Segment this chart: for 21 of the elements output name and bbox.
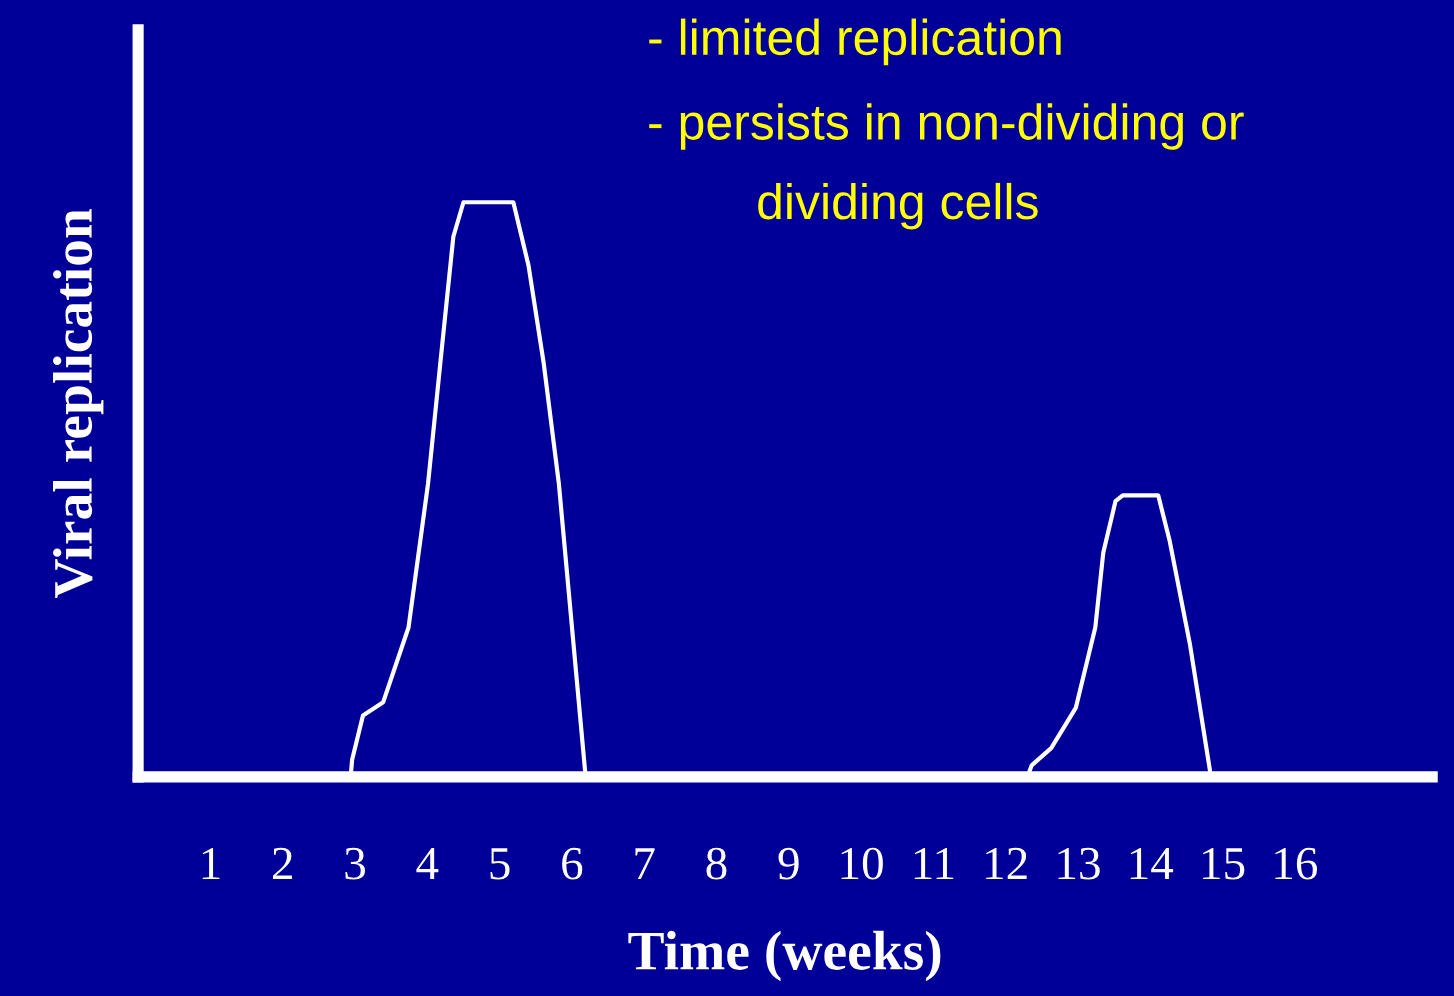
x-tick-label: 2: [272, 847, 292, 880]
x-tick-label: 16: [1275, 847, 1318, 880]
x-tick-label: 4: [416, 848, 439, 880]
x-tick-label: 1: [202, 847, 220, 880]
x-tick-label: 5: [490, 848, 510, 880]
x-axis-title: Time (weeks): [628, 930, 941, 982]
text: - persists in non-dividing or: [649, 103, 1244, 150]
x-tick-label: 6: [562, 847, 583, 880]
y-axis-title: Viral replication: [53, 209, 104, 598]
x-tick-label: 15: [1203, 847, 1245, 880]
x-tick-label: 10: [841, 847, 883, 880]
x-tick-label: 11: [914, 847, 954, 880]
x-tick-label: 3: [345, 847, 365, 880]
x-tick-label: 12: [986, 847, 1027, 880]
x-tick-label: 8: [706, 847, 727, 880]
x-tick-label: 7: [635, 848, 655, 880]
annotation: dividing cells: [758, 182, 1038, 230]
text: - limited replication: [649, 18, 1061, 66]
x-tick-label: 14: [1130, 847, 1174, 880]
x-tick-label: 13: [1058, 847, 1100, 880]
x-tick-label: 9: [778, 847, 799, 880]
